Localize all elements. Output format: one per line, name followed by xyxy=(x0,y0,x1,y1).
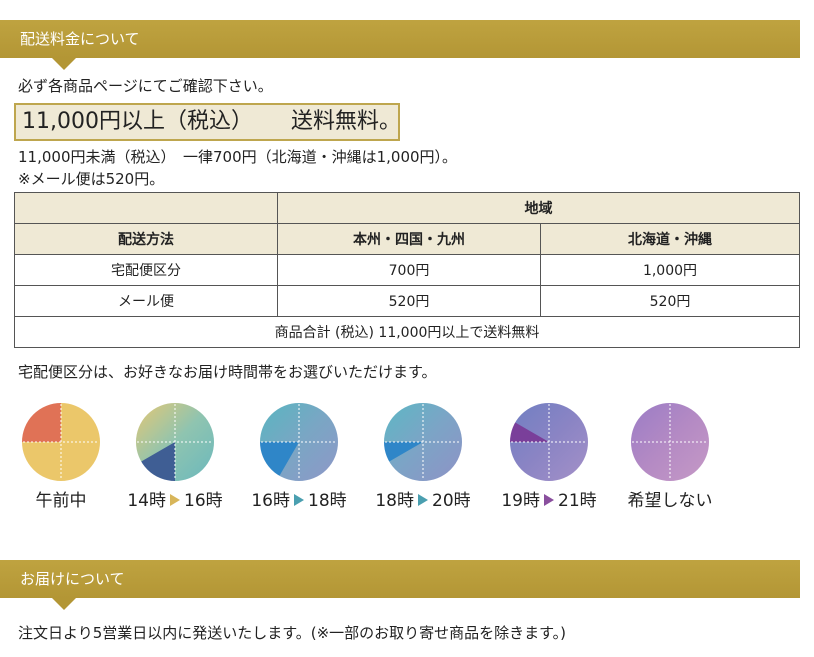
delivery-title: お届けについて xyxy=(20,570,125,588)
table-cell-method: メール便 xyxy=(14,285,278,317)
time-slot-note: 宅配便区分は、お好きなお届け時間帯をお選びいただけます。 xyxy=(18,363,437,381)
time-slot-to: 16時 xyxy=(184,491,223,511)
table-footer-free-shipping: 商品合計 (税込) 11,000円以上で送料無料 xyxy=(14,316,800,348)
shipping-fee-title: 配送料金について xyxy=(20,30,140,48)
time-slot-label: 希望しない xyxy=(627,491,713,511)
free-shipping-threshold: 11,000円以上（税込） xyxy=(22,109,253,134)
clock-16-18-icon xyxy=(258,401,340,483)
clock-14-16-icon xyxy=(134,401,216,483)
time-slot-label: 16時 18時 xyxy=(227,486,371,511)
delivery-header: お届けについて xyxy=(0,560,800,610)
time-slot-18-20: 18時 20時 xyxy=(375,400,471,511)
table-cell-hokkaido: 520円 xyxy=(540,285,800,317)
shipping-fee-table: 地域 配送方法 本州・四国・九州 北海道・沖縄 宅配便区分 700円 1,000… xyxy=(14,192,800,348)
table-cell-honshu: 700円 xyxy=(277,254,541,286)
header-notch xyxy=(52,58,76,70)
table-header-method: 配送方法 xyxy=(14,223,278,255)
table-header-empty xyxy=(14,192,278,224)
time-slot-morning: 午前中 xyxy=(19,400,103,511)
shipping-fee-header: 配送料金について xyxy=(0,20,800,70)
table-row: メール便 520円 520円 xyxy=(14,285,800,317)
arrow-right-icon xyxy=(170,493,180,506)
table-header-honshu: 本州・四国・九州 xyxy=(277,223,541,255)
time-slot-14-16: 14時 16時 xyxy=(127,400,223,511)
arrow-right-icon xyxy=(418,493,428,506)
table-cell-method: 宅配便区分 xyxy=(14,254,278,286)
table-row: 宅配便区分 700円 1,000円 xyxy=(14,254,800,286)
time-slot-label: 19時 21時 xyxy=(477,486,621,511)
clock-morning-icon xyxy=(20,401,102,483)
clock-none-icon xyxy=(629,401,711,483)
time-slot-none: 希望しない xyxy=(628,400,713,511)
table-header-region: 地域 xyxy=(277,192,800,224)
table-header-hokkaido: 北海道・沖縄 xyxy=(540,223,800,255)
time-slot-label: 14時 16時 xyxy=(103,486,247,511)
time-slot-to: 21時 xyxy=(558,491,597,511)
time-slot-16-18: 16時 18時 xyxy=(251,400,347,511)
time-slot-from: 19時 xyxy=(501,491,540,511)
time-slot-label: 18時 20時 xyxy=(351,486,495,511)
table-cell-honshu: 520円 xyxy=(277,285,541,317)
time-slot-from: 16時 xyxy=(251,491,290,511)
time-slot-to: 20時 xyxy=(432,491,471,511)
time-slot-to: 18時 xyxy=(308,491,347,511)
time-slot-19-21: 19時 21時 xyxy=(501,400,597,511)
arrow-right-icon xyxy=(544,493,554,506)
time-slot-label: 午前中 xyxy=(35,491,87,511)
arrow-right-icon xyxy=(294,493,304,506)
time-slot-from: 14時 xyxy=(127,491,166,511)
confirm-note: 必ず各商品ページにてご確認下さい。 xyxy=(18,77,273,95)
mail-rate-note: ※メール便は520円。 xyxy=(18,170,165,188)
free-shipping-banner: 11,000円以上（税込） 送料無料。 xyxy=(14,103,401,141)
free-shipping-label: 送料無料。 xyxy=(290,109,401,134)
clock-18-20-icon xyxy=(382,401,464,483)
table-cell-hokkaido: 1,000円 xyxy=(540,254,800,286)
flat-rate-note: 11,000円未満（税込） 一律700円（北海道・沖縄は1,000円）。 xyxy=(18,148,458,166)
clock-19-21-icon xyxy=(508,401,590,483)
header-notch xyxy=(52,598,76,610)
time-slot-from: 18時 xyxy=(375,491,414,511)
delivery-note: 注文日より5営業日以内に発送いたします。(※一部のお取り寄せ商品を除きます。) xyxy=(18,624,567,642)
time-slot-list: 午前中 14時 16時 xyxy=(0,400,814,520)
